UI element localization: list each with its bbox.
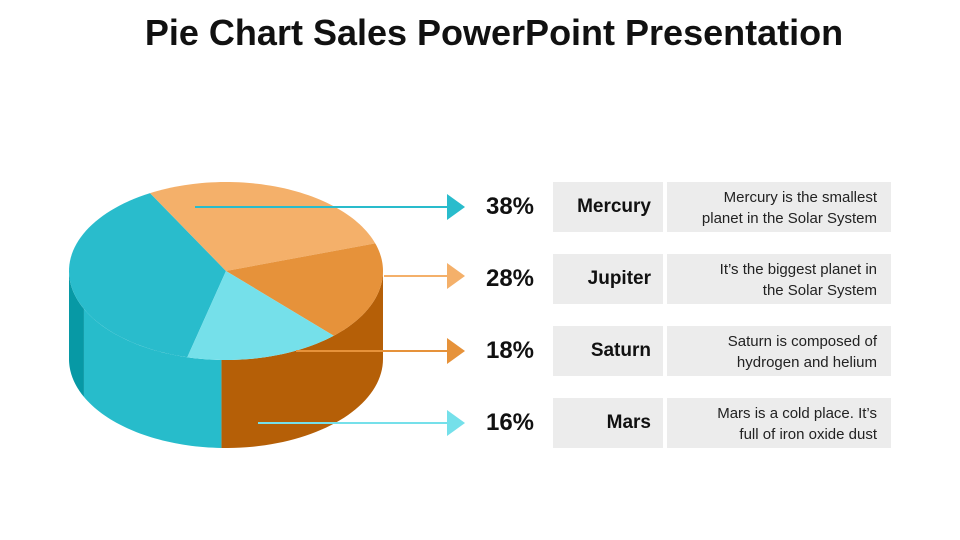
- category-name: Saturn: [553, 326, 663, 376]
- arrow-head-mercury: [447, 194, 465, 220]
- description-box: Mars is a cold place. It’s full of iron …: [667, 398, 891, 448]
- description-box: Saturn is composed of hydrogen and heliu…: [667, 326, 891, 376]
- category-name: Jupiter: [553, 254, 663, 304]
- description-line: Mercury is the smallest: [723, 189, 877, 206]
- description-line: the Solar System: [762, 282, 877, 299]
- pie-sides: [69, 271, 383, 448]
- percent-label: 38%: [485, 193, 535, 220]
- category-name: Mercury: [553, 182, 663, 232]
- description-line: Mars is a cold place. It’s: [717, 405, 877, 422]
- pie-slice-mercury: [69, 193, 226, 358]
- description-line: full of iron oxide dust: [739, 426, 877, 443]
- percent-label: 28%: [485, 265, 535, 292]
- description-box: It’s the biggest planet in the Solar Sys…: [667, 254, 891, 304]
- slide-title: Pie Chart Sales PowerPoint Presentation: [144, 12, 844, 53]
- category-name: Mars: [553, 398, 663, 448]
- description-line: Saturn is composed of: [727, 333, 877, 350]
- arrow-head-mars: [447, 410, 465, 436]
- pie-slice-jupiter: [150, 182, 376, 271]
- arrow-head-saturn: [447, 338, 465, 364]
- description-box: Mercury is the smallest planet in the So…: [667, 182, 891, 232]
- pie-slice-saturn: [226, 243, 383, 336]
- description-line: It’s the biggest planet in: [719, 261, 877, 278]
- pointer-arrows: [195, 194, 465, 436]
- description-line: hydrogen and helium: [736, 354, 877, 371]
- pie-slice-mars: [187, 271, 334, 360]
- description-line: planet in the Solar System: [701, 210, 877, 227]
- pie-top-slices: [69, 182, 383, 360]
- pie-side-orange: [221, 271, 383, 448]
- percent-label: 18%: [485, 337, 535, 364]
- percent-label: 16%: [485, 409, 535, 436]
- arrow-head-jupiter: [447, 263, 465, 289]
- pie-side-teal-dark: [69, 271, 84, 397]
- pie-side-teal: [83, 308, 222, 448]
